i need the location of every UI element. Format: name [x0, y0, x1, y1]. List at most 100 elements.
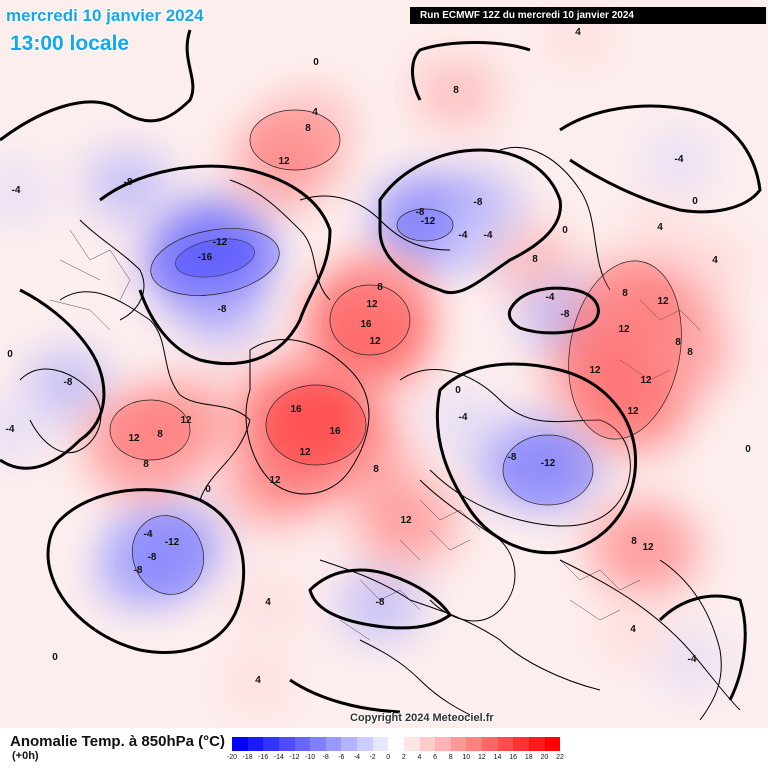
- contour-value-label: 4: [255, 675, 261, 686]
- contour-value-label: -8: [64, 377, 73, 388]
- color-scale-tick: -4: [353, 754, 361, 761]
- contour-value-label: 8: [143, 459, 149, 470]
- color-scale-tick: 14: [493, 754, 502, 761]
- color-scale-tick: 12: [477, 754, 486, 761]
- color-scale-tick: -14: [273, 754, 284, 761]
- contour-value-label: -8: [508, 452, 517, 463]
- contour-value-label: -4: [12, 185, 21, 196]
- contour-value-label: -16: [198, 252, 213, 263]
- contour-value-label: -12: [541, 458, 556, 469]
- color-scale-tick: -16: [258, 754, 269, 761]
- model-run-bar: Run ECMWF 12Z du mercredi 10 janvier 202…: [410, 7, 766, 24]
- anomaly-blob: [180, 276, 264, 348]
- contour-value-label: -8: [561, 309, 570, 320]
- contour-value-label: -4: [6, 424, 15, 435]
- anomaly-blob: [648, 319, 732, 391]
- contour-line: [329, 284, 411, 356]
- contour-value-label: -4: [688, 654, 697, 665]
- contour-value-label: 16: [329, 426, 341, 437]
- anomaly-blob: [169, 202, 271, 288]
- contour-value-label: 8: [453, 85, 459, 96]
- zero-contour: [0, 29, 762, 714]
- color-swatch: [310, 737, 326, 751]
- parameter-title: Anomalie Temp. à 850hPa (°C): [10, 733, 225, 750]
- color-scale-tick: 6: [433, 754, 437, 761]
- contour-value-label: 12: [269, 475, 281, 486]
- anomaly-blob: [0, 404, 43, 460]
- anomaly-blob: [470, 424, 554, 496]
- color-swatch: [482, 737, 498, 751]
- color-scale-ticks: -20 -18 -16 -14 -12 -10 -8 -6 -4 -2 0 2 4 6 8 10 12 14 16 1…: [227, 754, 564, 764]
- anomaly-blob: [682, 235, 748, 291]
- contour-value-label: -8: [148, 552, 157, 563]
- anomaly-blob: [414, 57, 498, 129]
- color-swatch: [544, 737, 561, 751]
- copyright-text: Copyright 2024 Meteociel.fr: [350, 712, 494, 724]
- color-swatch: [263, 737, 279, 751]
- contour-value-label: -8: [124, 177, 133, 188]
- anomaly-blob: [26, 349, 110, 421]
- contour-value-label: 0: [562, 225, 568, 236]
- color-scale-tick: 16: [509, 754, 518, 761]
- color-scale-tick: -8: [322, 754, 329, 761]
- contour-value-label: 12: [627, 406, 639, 417]
- map-borders: [49, 229, 701, 641]
- color-swatch: [435, 737, 451, 751]
- forecast-time: 13:00 locale: [10, 32, 130, 55]
- map-canvas: -16-12-8-8-4-8-12-8-4 -4-4-8-4-12-8-4-8-4…: [0, 0, 768, 728]
- anomaly-blob: [104, 431, 188, 503]
- color-swatch: [232, 737, 248, 751]
- contour-value-label: 4: [657, 222, 663, 233]
- contour-value-label: 0: [52, 652, 58, 663]
- color-scale-tick: -10: [305, 754, 316, 761]
- anomaly-blob: [659, 634, 725, 690]
- contour-value-label: 0: [692, 196, 698, 207]
- contour-value-label: 8: [631, 536, 637, 547]
- contour-value-label: 12: [640, 375, 652, 386]
- anomaly-blob: [582, 371, 684, 457]
- anomaly-blob: [224, 440, 326, 526]
- contour-value-label: 8: [373, 464, 379, 475]
- anomaly-blob: [0, 165, 49, 221]
- contour-value-label: 12: [657, 296, 669, 307]
- contour-value-label: 12: [642, 542, 654, 553]
- color-scale-tick: 2: [401, 754, 406, 761]
- contour-value-label: 12: [278, 156, 290, 167]
- contour-line: [502, 434, 594, 506]
- anomaly-blob: [493, 226, 577, 298]
- contour-value-label: 0: [205, 484, 211, 495]
- contour-value-label: -8: [218, 304, 227, 315]
- contour-labels: -16-12-8-8-4-8-12-8-4 -4-4-8-4-12-8-4-8-4…: [6, 27, 752, 686]
- color-swatch: [466, 737, 482, 751]
- contour-value-label: 12: [299, 447, 311, 458]
- contour-value-label: 0: [313, 57, 319, 68]
- contour-value-label: 12: [400, 515, 412, 526]
- contour-line: [132, 515, 204, 595]
- anomaly-map: -16 -12 -8 -8 -4 -8 -12 -8 -4 -4 -4 -8 -4 -12 -8 -4 -8 -4…: [0, 0, 768, 728]
- anomaly-blob: [430, 392, 496, 448]
- contour-value-label: -8: [416, 207, 425, 218]
- contour-value-label: -4: [144, 529, 153, 540]
- color-scale-tick: -6: [338, 754, 345, 761]
- contour-line: [249, 109, 341, 171]
- contour-value-label: 4: [575, 27, 581, 38]
- contour-value-label: 12: [369, 336, 381, 347]
- contour-value-label: 12: [366, 299, 378, 310]
- anomaly-blob: [646, 134, 712, 190]
- contour-value-label: 8: [687, 347, 693, 358]
- contour-value-label: 4: [265, 597, 271, 608]
- contour-value-label: 8: [157, 429, 163, 440]
- anomaly-blob: [225, 655, 291, 711]
- contour-value-label: 16: [290, 404, 302, 415]
- contour-value-label: 8: [532, 254, 538, 265]
- color-scale-tick: 4: [417, 754, 422, 761]
- color-swatch: [357, 737, 373, 751]
- color-scale-tick: 10: [462, 754, 471, 761]
- contour-value-label: -8: [474, 197, 483, 208]
- contour-value-label: -4: [459, 230, 468, 241]
- lead-time-label: (+0h): [12, 750, 39, 762]
- anomaly-blob: [355, 480, 457, 566]
- contour-value-label: -4: [546, 292, 555, 303]
- color-scale-tick: 20: [540, 754, 549, 761]
- contour-value-label: 12: [589, 365, 601, 376]
